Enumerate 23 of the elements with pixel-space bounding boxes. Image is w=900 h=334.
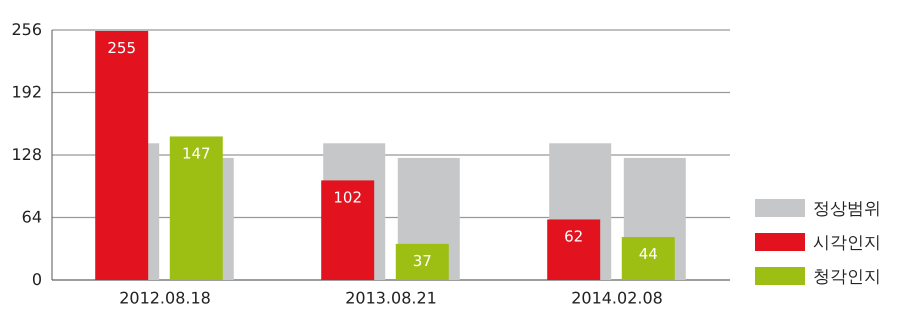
bar (95, 30, 148, 280)
data-label: 255 (107, 38, 136, 57)
bar (396, 244, 449, 280)
data-label: 62 (564, 227, 584, 246)
legend-label: 시각인지 (813, 233, 881, 253)
x-tick-label: 2014.02.08 (571, 288, 663, 308)
x-tick-label: 2012.08.18 (119, 288, 211, 308)
y-tick-label: 192 (11, 82, 42, 102)
bar (622, 237, 675, 280)
legend-label: 정상범위 (813, 199, 881, 219)
data-label: 147 (182, 144, 211, 162)
y-tick-label: 256 (11, 20, 42, 40)
bar (321, 180, 374, 280)
x-tick-label: 2013.08.21 (345, 288, 437, 308)
y-tick-label: 64 (22, 208, 42, 227)
data-label: 44 (638, 245, 658, 264)
y-tick-label: 128 (11, 145, 42, 164)
bar (170, 136, 223, 280)
bar (547, 219, 600, 280)
legend-label: 청각인지 (813, 267, 881, 287)
data-label: 37 (412, 252, 432, 270)
data-label: 102 (333, 188, 362, 206)
y-tick-label: 0 (32, 270, 42, 290)
